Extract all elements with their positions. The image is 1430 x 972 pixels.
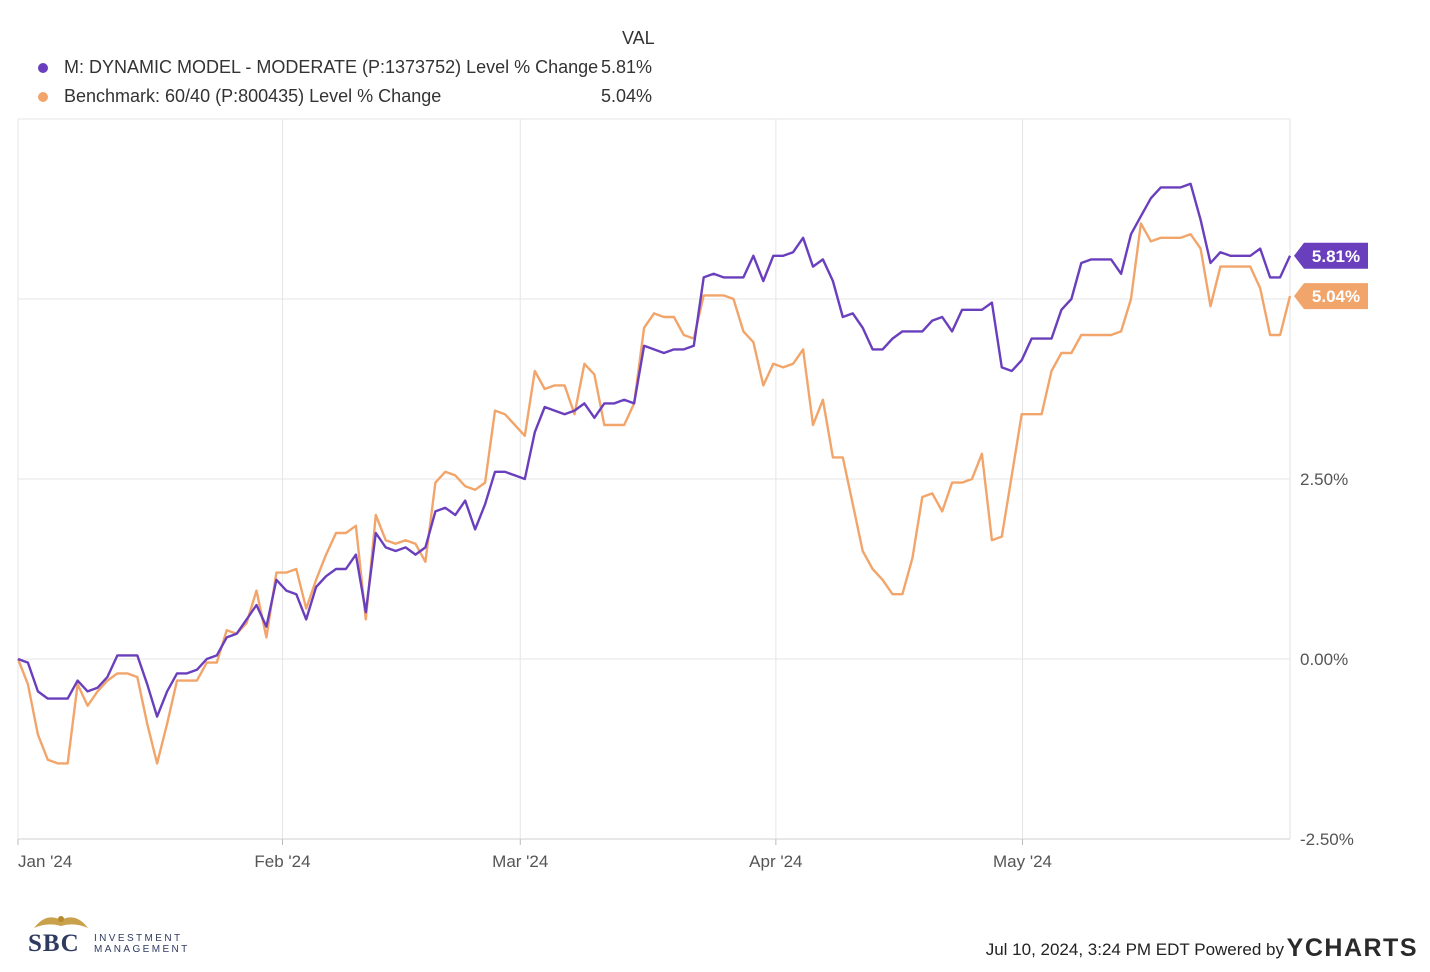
series-line-dynamic-model bbox=[17, 182, 1292, 718]
end-label-benchmark: 5.04% bbox=[1294, 283, 1368, 310]
series-layer bbox=[16, 182, 1292, 765]
axes: 2.50% 0.00% -2.50% Jan '24 Feb '24 Mar '24 Apr… bbox=[17, 470, 1354, 871]
x-tick-label: Apr '24 bbox=[749, 852, 802, 871]
end-label-flag bbox=[1294, 283, 1368, 310]
sbc-logo: SBC INVESTMENT MANAGEMENT bbox=[22, 910, 222, 960]
series-line-benchmark bbox=[16, 222, 1292, 765]
end-label-dynamic-model: 5.81% bbox=[1294, 242, 1368, 269]
x-tick-label: Feb '24 bbox=[254, 852, 310, 871]
ycharts-brand[interactable]: YCHARTS bbox=[1286, 934, 1418, 962]
eagle-emblem-icon bbox=[34, 916, 88, 928]
logo-line-2: MANAGEMENT bbox=[94, 944, 190, 955]
legend-value: 5.81% bbox=[600, 57, 652, 77]
logo-abbr: SBC bbox=[28, 930, 80, 957]
footer-timestamp: Jul 10, 2024, 3:24 PM EDT Powered by bbox=[985, 940, 1284, 959]
logo-subtitle: INVESTMENT MANAGEMENT bbox=[94, 933, 190, 955]
end-value-labels: 5.81% 5.04% bbox=[1294, 242, 1368, 310]
legend-item-dynamic-model[interactable]: M: DYNAMIC MODEL - MODERATE (P:1373752) … bbox=[30, 54, 660, 80]
legend-label: Benchmark: 60/40 (P:800435) Level % Chan… bbox=[64, 86, 442, 106]
end-label-text: 5.81% bbox=[1312, 247, 1360, 266]
legend-label: M: DYNAMIC MODEL - MODERATE (P:1373752) … bbox=[64, 57, 599, 77]
end-label-text: 5.04% bbox=[1312, 287, 1360, 306]
y-tick-label: -2.50% bbox=[1300, 830, 1354, 849]
legend-dot-icon bbox=[38, 92, 48, 102]
y-tick-label: 0.00% bbox=[1300, 650, 1348, 669]
gridlines bbox=[17, 118, 1291, 840]
logo-line-1: INVESTMENT bbox=[94, 933, 183, 944]
end-label-flag bbox=[1294, 242, 1368, 269]
legend-item-benchmark[interactable]: Benchmark: 60/40 (P:800435) Level % Chan… bbox=[30, 83, 660, 109]
x-tick-label: May '24 bbox=[993, 852, 1052, 871]
y-tick-label: 2.50% bbox=[1300, 470, 1348, 489]
x-tick-label: Jan '24 bbox=[18, 852, 72, 871]
x-tick-label: Mar '24 bbox=[492, 852, 548, 871]
legend-header: VAL bbox=[622, 28, 655, 48]
legend-dot-icon bbox=[38, 63, 48, 73]
legend-value: 5.04% bbox=[600, 86, 652, 106]
